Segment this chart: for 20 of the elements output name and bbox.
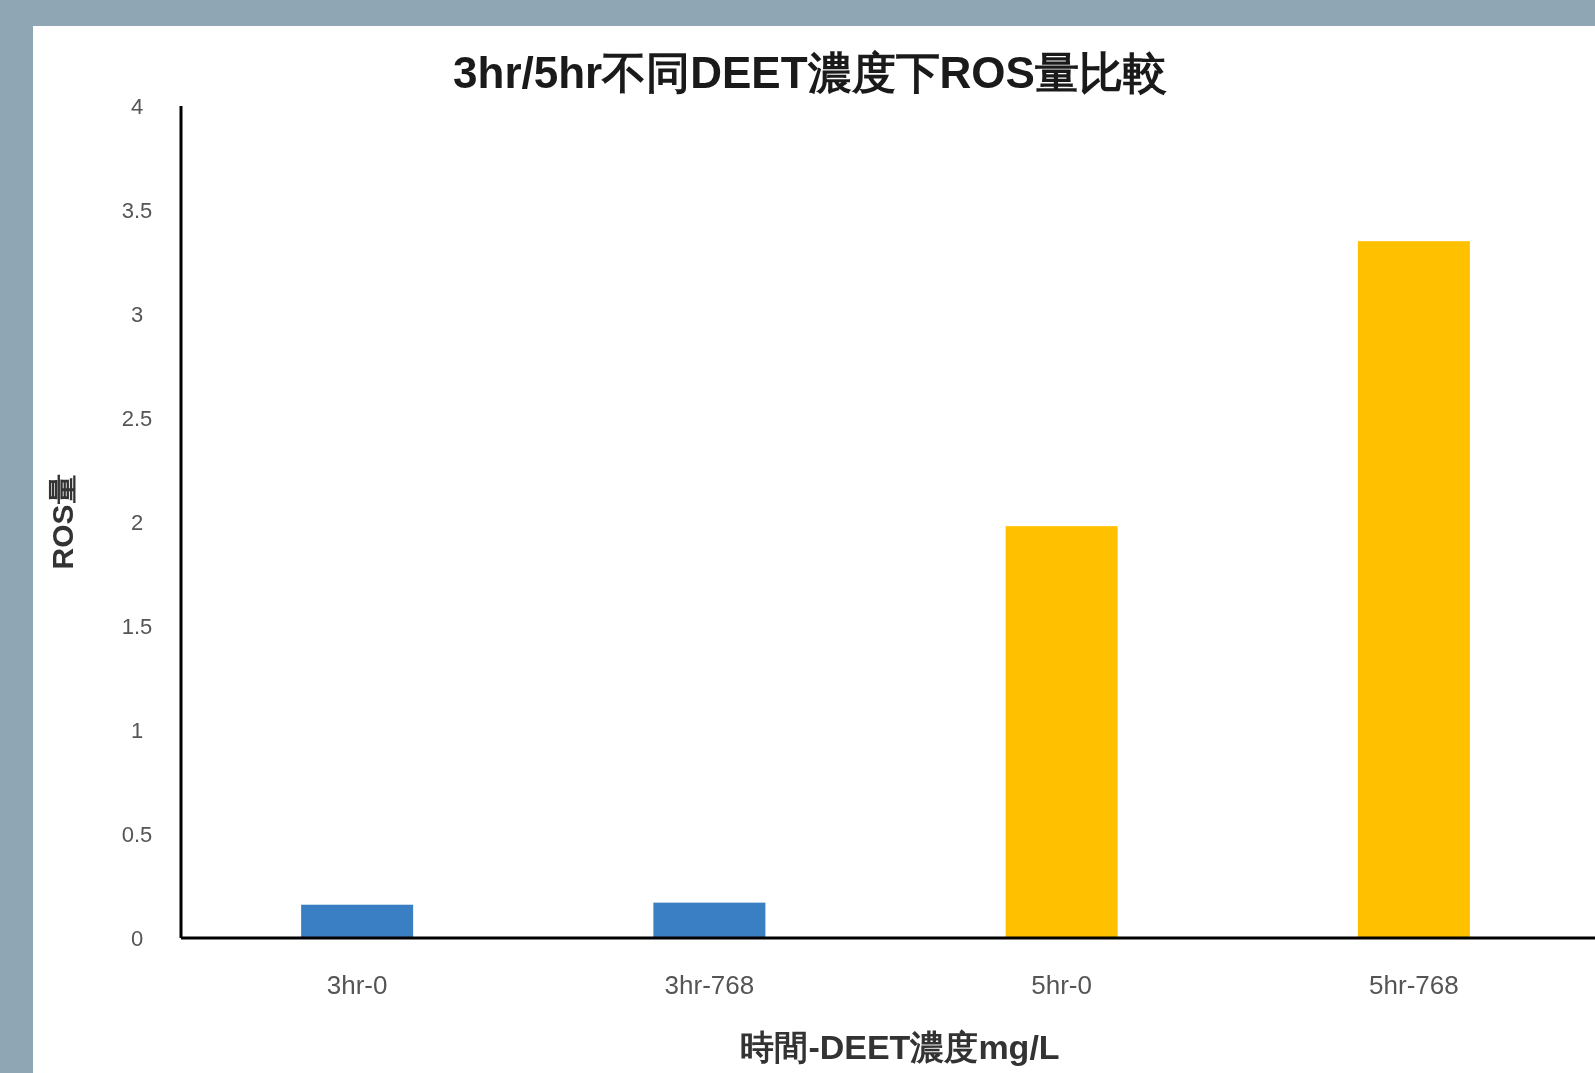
y-tick-label: 1 [130,718,144,743]
x-tick-label: 3hr-768 [664,970,755,1000]
bar [1005,526,1118,938]
bar [653,902,766,938]
x-axis-title: 時間-DEET濃度mg/L [740,1028,1060,1066]
y-tick-label: 4 [130,94,144,119]
y-tick-label: 0.5 [121,822,153,847]
bar [1357,241,1470,938]
bar [301,904,414,938]
y-tick-label: 3 [130,302,144,327]
y-tick-label: 2.5 [121,406,153,431]
y-tick-label: 3.5 [121,198,153,223]
y-tick-label: 1.5 [121,614,153,639]
chart-title: 3hr/5hr不同DEET濃度下ROS量比較 [453,48,1167,97]
x-tick-label: 3hr-0 [326,970,388,1000]
y-tick-label: 0 [130,926,144,951]
y-axis-title: ROS量 [46,474,79,570]
y-tick-label: 2 [130,510,144,535]
x-tick-label: 5hr-768 [1369,970,1459,1000]
x-tick-label: 5hr-0 [1031,970,1092,1000]
